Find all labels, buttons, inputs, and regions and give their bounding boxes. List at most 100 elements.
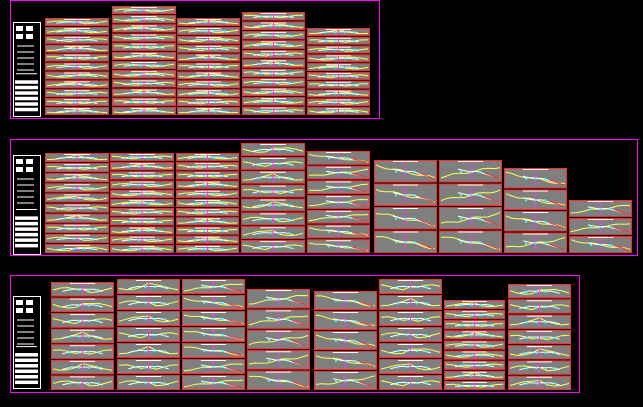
cross-section-panel[interactable]: [508, 345, 571, 360]
cross-section-panel[interactable]: [112, 61, 176, 70]
cross-section-panel[interactable]: [51, 313, 114, 328]
cross-section-panel[interactable]: [307, 165, 370, 180]
cross-section-panel[interactable]: [177, 107, 240, 116]
cross-section-panel[interactable]: [110, 171, 174, 180]
cross-section-panel[interactable]: [247, 289, 310, 309]
cross-section-panel[interactable]: [177, 35, 240, 44]
cross-section-panel[interactable]: [314, 351, 377, 370]
cross-section-panel[interactable]: [117, 375, 180, 390]
cross-section-panel[interactable]: [51, 375, 114, 390]
cross-section-panel[interactable]: [242, 21, 305, 30]
cross-section-panel[interactable]: [117, 327, 180, 342]
cross-section-panel[interactable]: [110, 162, 174, 171]
cross-section-panel[interactable]: [374, 183, 437, 207]
cross-section-panel[interactable]: [182, 375, 245, 390]
cross-section-panel[interactable]: [508, 314, 571, 329]
cross-section-panel[interactable]: [112, 42, 176, 51]
cross-section-panel[interactable]: [112, 88, 176, 97]
cross-section-panel[interactable]: [112, 24, 176, 33]
cross-section-panel[interactable]: [569, 200, 632, 217]
cross-section-panel[interactable]: [112, 70, 176, 79]
cross-section-panel[interactable]: [314, 371, 377, 390]
cross-section-panel[interactable]: [241, 198, 305, 212]
cross-section-panel[interactable]: [379, 375, 442, 390]
cross-section-panel[interactable]: [444, 300, 505, 310]
cross-section-panel[interactable]: [182, 295, 245, 310]
cross-section-panel[interactable]: [444, 310, 505, 320]
cross-section-panel[interactable]: [242, 97, 305, 106]
cross-section-panel[interactable]: [45, 213, 109, 223]
cross-section-panel[interactable]: [45, 62, 109, 71]
cross-section-panel[interactable]: [176, 208, 239, 217]
cross-section-panel[interactable]: [176, 217, 239, 226]
cross-section-panel[interactable]: [508, 375, 571, 391]
cross-section-panel[interactable]: [177, 62, 240, 71]
cross-section-panel[interactable]: [176, 171, 239, 180]
cross-section-panel[interactable]: [45, 153, 109, 163]
cross-section-panel[interactable]: [307, 89, 370, 98]
cross-section-panel[interactable]: [177, 26, 240, 35]
cross-section-panel[interactable]: [110, 235, 174, 244]
cross-section-panel[interactable]: [51, 328, 114, 344]
cross-section-panel[interactable]: [241, 184, 305, 198]
cross-section-panel[interactable]: [45, 223, 109, 233]
cross-section-panel[interactable]: [45, 98, 109, 107]
cross-section-panel[interactable]: [374, 207, 437, 230]
cross-section-panel[interactable]: [247, 370, 310, 391]
cross-section-panel[interactable]: [45, 71, 109, 80]
cross-section-panel[interactable]: [379, 327, 442, 342]
cross-section-panel[interactable]: [45, 203, 109, 213]
cross-section-panel[interactable]: [242, 68, 305, 78]
cross-section-panel[interactable]: [45, 89, 109, 98]
cross-section-panel[interactable]: [307, 239, 370, 254]
cross-section-panel[interactable]: [508, 360, 571, 375]
cross-section-panel[interactable]: [176, 244, 239, 253]
cross-section-panel[interactable]: [117, 343, 180, 358]
cross-section-panel[interactable]: [110, 180, 174, 189]
cross-section-panel[interactable]: [379, 295, 442, 310]
cross-section-panel[interactable]: [307, 151, 370, 165]
cross-section-panel[interactable]: [379, 359, 442, 374]
cross-section-panel[interactable]: [307, 54, 370, 63]
cross-section-panel[interactable]: [110, 226, 174, 235]
cross-section-panel[interactable]: [112, 6, 176, 15]
cross-section-panel[interactable]: [51, 344, 114, 359]
cross-section-panel[interactable]: [45, 80, 109, 89]
drawing-sheet[interactable]: [10, 0, 380, 119]
cross-section-panel[interactable]: [569, 236, 632, 253]
cross-section-panel[interactable]: [307, 45, 370, 54]
cross-section-panel[interactable]: [117, 311, 180, 326]
cross-section-panel[interactable]: [45, 35, 109, 44]
cross-section-panel[interactable]: [314, 331, 377, 350]
cross-section-panel[interactable]: [177, 18, 240, 26]
cross-section-panel[interactable]: [177, 53, 240, 62]
drawing-sheet[interactable]: [10, 139, 638, 256]
cross-section-panel[interactable]: [176, 189, 239, 198]
cross-section-panel[interactable]: [314, 311, 377, 330]
cross-section-panel[interactable]: [112, 51, 176, 60]
cross-section-panel[interactable]: [379, 279, 442, 294]
cross-section-panel[interactable]: [439, 207, 502, 230]
cross-section-panel[interactable]: [379, 343, 442, 358]
cross-section-panel[interactable]: [182, 327, 245, 342]
cross-section-panel[interactable]: [242, 40, 305, 49]
cross-section-panel[interactable]: [307, 195, 370, 209]
cross-section-panel[interactable]: [45, 53, 109, 62]
cross-section-panel[interactable]: [51, 359, 114, 375]
cross-section-panel[interactable]: [177, 80, 240, 89]
cross-section-panel[interactable]: [242, 12, 305, 21]
cross-section-panel[interactable]: [242, 59, 305, 68]
cross-section-panel[interactable]: [444, 360, 505, 370]
cross-section-panel[interactable]: [247, 350, 310, 370]
cross-section-panel[interactable]: [241, 240, 305, 253]
cross-section-panel[interactable]: [508, 329, 571, 345]
cross-section-panel[interactable]: [177, 89, 240, 98]
cross-section-panel[interactable]: [241, 156, 305, 170]
cross-section-panel[interactable]: [176, 162, 239, 171]
cross-section-panel[interactable]: [242, 87, 305, 97]
cross-section-panel[interactable]: [110, 189, 174, 198]
cross-section-panel[interactable]: [242, 78, 305, 87]
cross-section-panel[interactable]: [242, 106, 305, 116]
cross-section-panel[interactable]: [307, 80, 370, 89]
cross-section-panel[interactable]: [182, 359, 245, 374]
